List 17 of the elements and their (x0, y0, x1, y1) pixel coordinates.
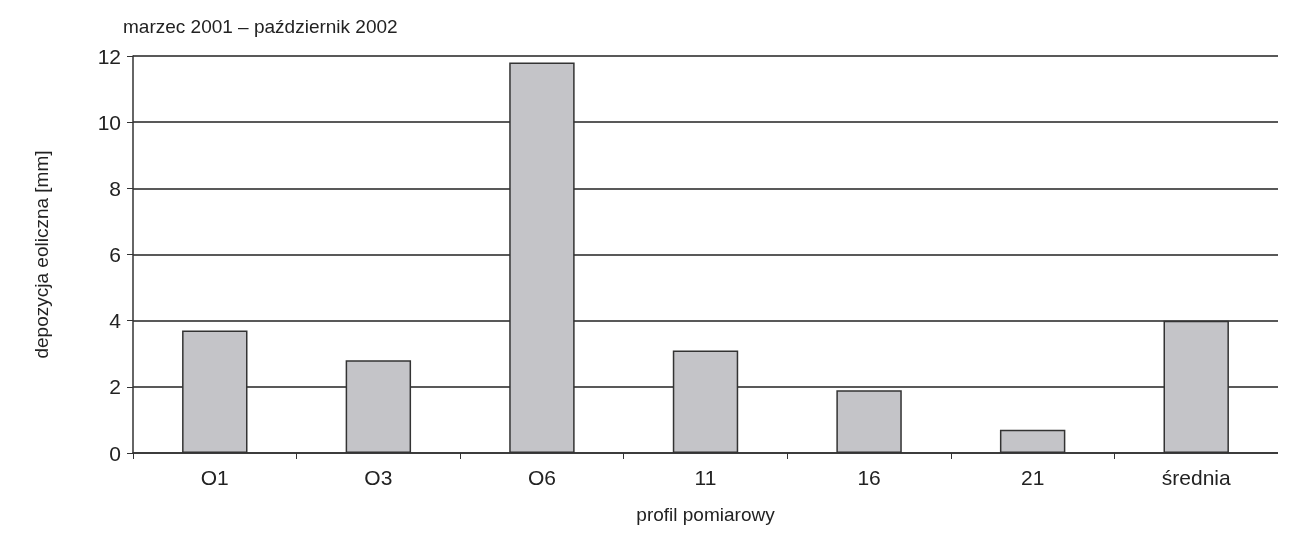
y-tick-label: 6 (109, 243, 121, 266)
y-axis-title: depozycja eoliczna [mm] (31, 150, 52, 359)
x-tick-label: średnia (1161, 466, 1231, 489)
x-tick-label: 21 (1020, 466, 1045, 489)
y-tick-label: 0 (109, 441, 121, 465)
x-axis-title: profil pomiarowy (636, 504, 776, 525)
x-tick-label: O1 (200, 466, 229, 489)
x-tick-label: 11 (694, 466, 717, 489)
x-tick-label: 16 (857, 466, 881, 489)
chart-title: marzec 2001 – październik 2002 (123, 16, 398, 37)
y-tick-label: 8 (109, 176, 121, 200)
y-tick-label: 12 (97, 44, 121, 68)
y-tick-label: 10 (97, 110, 121, 134)
y-tick-label: 4 (109, 309, 122, 333)
x-tick-label: O6 (527, 466, 556, 489)
y-tick-label: 2 (109, 375, 121, 399)
x-tick-label: O3 (364, 466, 393, 489)
